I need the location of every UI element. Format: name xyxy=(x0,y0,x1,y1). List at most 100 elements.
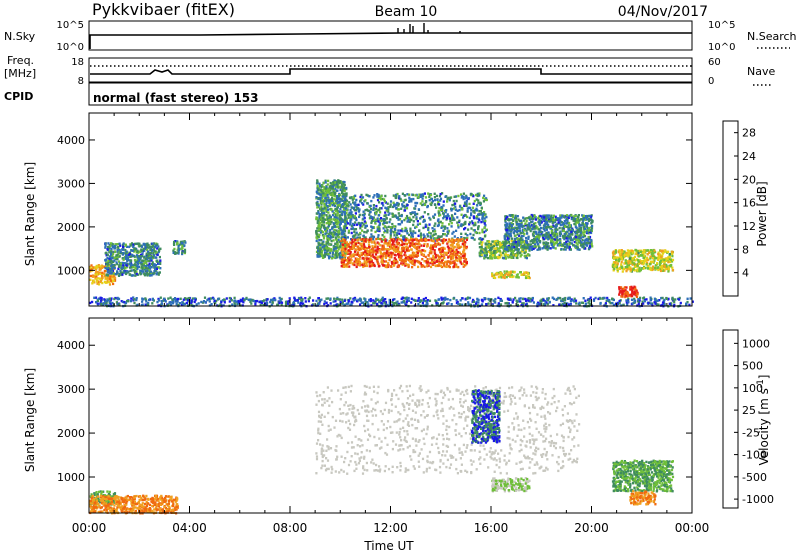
echo-cell xyxy=(326,197,329,201)
echo-cell xyxy=(542,218,545,221)
echo-cell xyxy=(438,264,441,267)
echo-cell xyxy=(355,209,358,212)
sky-panel: N.Sky 10^5 10^0 10^5 10^0 N.Search xyxy=(4,20,797,53)
echo-cell xyxy=(420,250,423,253)
echo-cell xyxy=(588,245,592,248)
echo-cell xyxy=(152,244,155,248)
echo-cell xyxy=(344,225,347,228)
echo-cell xyxy=(523,272,526,275)
echo-cell xyxy=(628,257,631,260)
echo-cell xyxy=(438,262,441,265)
echo-cell xyxy=(332,183,335,186)
echo-cell xyxy=(508,247,511,251)
echo-cell xyxy=(360,238,363,241)
echo-cell xyxy=(464,258,468,261)
echo-cell xyxy=(465,261,468,265)
echo-cell xyxy=(576,236,579,239)
echo-cell xyxy=(424,238,427,241)
echo-cell xyxy=(649,266,652,269)
echo-cell xyxy=(457,257,460,260)
echo-cell xyxy=(409,260,412,263)
echo-cell xyxy=(568,232,571,235)
echo-cell xyxy=(334,242,337,246)
echo-cell xyxy=(450,209,453,212)
echo-cell xyxy=(151,255,154,259)
echo-cell xyxy=(407,264,410,267)
echo-cell xyxy=(108,283,112,286)
echo-cell xyxy=(317,225,320,228)
echo-cell xyxy=(173,240,176,244)
echo-cell xyxy=(409,242,412,245)
echo-cell xyxy=(504,217,507,220)
echo-cell xyxy=(442,217,445,220)
echo-cell xyxy=(340,261,343,264)
echo-cell xyxy=(527,224,530,228)
echo-cell xyxy=(119,250,122,253)
echo-cell xyxy=(487,244,490,248)
echo-cell xyxy=(625,261,628,265)
echo-cell xyxy=(588,214,591,218)
echo-cell xyxy=(514,230,517,233)
sky-panel-frame xyxy=(88,20,693,51)
echo-cell xyxy=(462,216,465,219)
echo-cell xyxy=(562,236,565,239)
echo-cell xyxy=(159,259,162,262)
echo-cell xyxy=(371,245,374,248)
echo-cell xyxy=(375,256,379,259)
echo-cell xyxy=(320,209,323,212)
echo-cell xyxy=(631,257,634,260)
echo-cell xyxy=(363,238,366,241)
echo-cell xyxy=(108,280,111,284)
echo-cell xyxy=(470,236,473,239)
echo-cell xyxy=(393,257,396,260)
echo-cell xyxy=(183,248,187,252)
echo-cell xyxy=(556,234,559,238)
echo-cell xyxy=(331,197,334,200)
echo-cell xyxy=(669,258,673,261)
echo-cell xyxy=(134,263,137,267)
echo-cell xyxy=(523,232,526,236)
echo-cell xyxy=(613,267,616,271)
echo-cell xyxy=(442,212,445,215)
echo-cell xyxy=(522,216,525,219)
echo-cell xyxy=(124,252,127,255)
echo-cell xyxy=(516,222,519,226)
cpid-label: CPID xyxy=(4,90,33,103)
echo-cell xyxy=(504,225,507,228)
echo-cell xyxy=(547,242,550,245)
echo-cell xyxy=(331,187,334,190)
echo-cell xyxy=(362,217,365,220)
echo-cell xyxy=(365,252,368,255)
echo-cell xyxy=(343,227,346,231)
echo-cell xyxy=(413,245,416,248)
echo-cell xyxy=(343,208,346,211)
echo-cell xyxy=(500,276,503,279)
echo-cell xyxy=(106,277,109,280)
echo-cell xyxy=(144,261,147,264)
echo-cell xyxy=(411,238,414,241)
echo-cell xyxy=(439,256,442,259)
echo-cell xyxy=(369,237,372,241)
echo-cell xyxy=(325,214,328,217)
echo-cell xyxy=(181,251,184,254)
echo-cell xyxy=(363,261,366,265)
echo-cell xyxy=(360,242,363,246)
echo-cell xyxy=(318,215,321,218)
echo-cell xyxy=(612,263,615,267)
echo-cell xyxy=(360,253,363,257)
echo-cell xyxy=(554,220,557,224)
echo-cell xyxy=(121,243,125,246)
echo-cell xyxy=(575,221,578,224)
echo-cell xyxy=(491,246,494,249)
echo-cell xyxy=(532,225,535,229)
echo-cell xyxy=(319,199,322,202)
echo-cell xyxy=(470,213,473,217)
echo-cell xyxy=(419,193,422,197)
echo-cell xyxy=(534,236,538,239)
echo-cell xyxy=(377,242,381,245)
echo-cell xyxy=(341,195,344,198)
echo-cell xyxy=(390,265,393,268)
echo-cell xyxy=(587,229,590,232)
echo-cell xyxy=(350,224,353,227)
echo-cell xyxy=(500,254,503,257)
